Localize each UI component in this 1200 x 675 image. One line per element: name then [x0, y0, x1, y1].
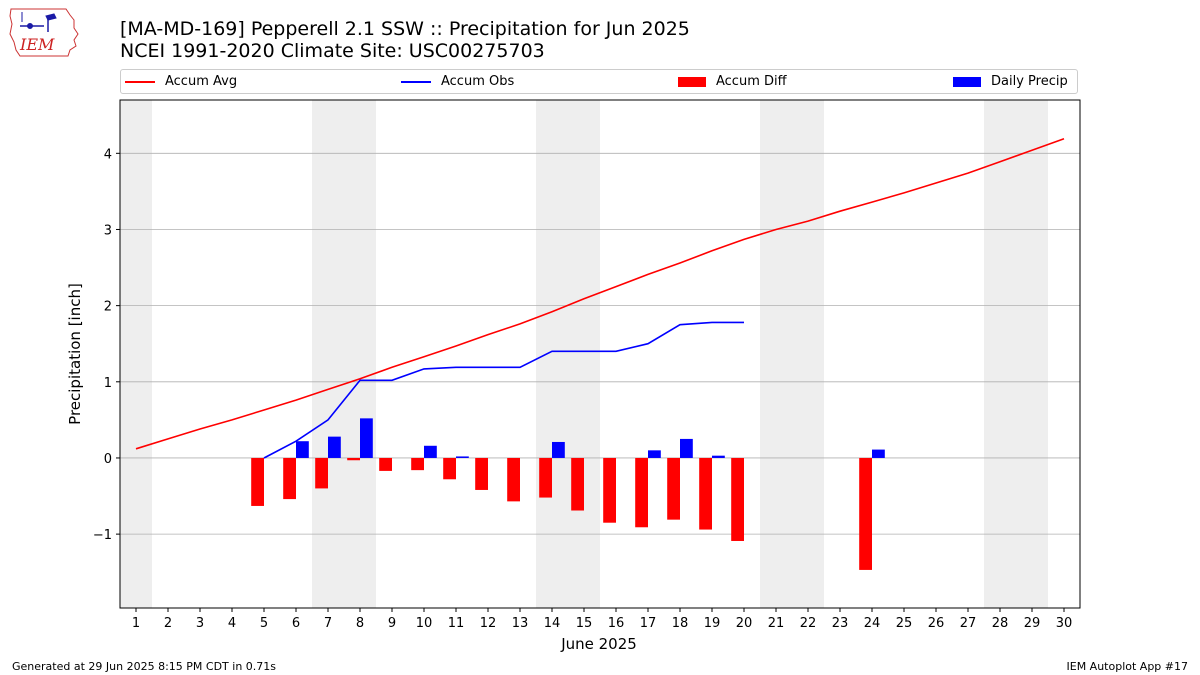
- footer-generated-text: Generated at 29 Jun 2025 8:15 PM CDT in …: [12, 660, 277, 673]
- accum-diff-bar-day-8: [347, 457, 360, 461]
- y-tick-label-3: 2: [104, 300, 112, 315]
- daily-precip-bar-day-19: [712, 455, 725, 458]
- x-tick-label-8: 9: [388, 616, 396, 631]
- x-tick-label-6: 7: [324, 616, 332, 631]
- x-tick-label-23: 24: [864, 616, 881, 631]
- legend-swatch-accum-obs: [401, 80, 431, 83]
- x-tick-label-2: 3: [196, 616, 204, 631]
- x-tick-label-25: 26: [928, 616, 945, 631]
- accum-avg-line: [135, 138, 1065, 450]
- accum-diff-bar-day-7: [315, 457, 328, 489]
- y-tick-label-0: −1: [93, 528, 112, 543]
- accum-diff-bar-day-19: [699, 457, 712, 530]
- y-tick-label-4: 3: [104, 223, 112, 238]
- y-axis-label: Precipitation [inch]: [66, 283, 84, 425]
- x-tick-label-7: 8: [356, 616, 364, 631]
- weekend-band-1: [312, 100, 376, 608]
- x-tick-label-1: 2: [164, 616, 172, 631]
- x-tick-label-27: 28: [992, 616, 1009, 631]
- daily-precip-bar-day-6: [296, 441, 309, 458]
- footer-app-text: IEM Autoplot App #17: [1066, 660, 1189, 673]
- legend-item-accum-diff: Accum Diff: [678, 73, 787, 91]
- x-tick-label-16: 17: [640, 616, 657, 631]
- accum-diff-bar-day-14: [539, 457, 552, 498]
- y-tick-label-1: 0: [104, 452, 112, 467]
- weekend-band-3: [760, 100, 824, 608]
- accum-diff-bar-day-16: [603, 457, 616, 523]
- x-tick-label-24: 25: [896, 616, 913, 631]
- iem-logo: IEM: [9, 8, 79, 57]
- accum-diff-bar-day-6: [283, 457, 296, 500]
- weekend-bands: [120, 100, 1048, 608]
- accum-diff-bar-day-18: [667, 457, 680, 520]
- plot-frame: [119, 99, 1081, 609]
- accum-obs-line: [263, 321, 744, 459]
- x-axis-label: June 2025: [560, 635, 637, 653]
- x-tick-label-12: 13: [512, 616, 529, 631]
- x-tick-label-10: 11: [448, 616, 465, 631]
- x-tick-label-20: 21: [768, 616, 785, 631]
- daily-precip-bar-day-24: [872, 449, 885, 458]
- weekend-band-0: [120, 100, 152, 608]
- x-tick-label-3: 4: [228, 616, 236, 631]
- x-tick-label-28: 29: [1024, 616, 1041, 631]
- legend-label-accum-obs: Accum Obs: [441, 74, 515, 89]
- accum-diff-bar-day-9: [379, 457, 392, 471]
- legend-item-accum-avg: Accum Avg: [125, 73, 237, 91]
- x-tick-label-9: 10: [416, 616, 433, 631]
- x-axis-ticks: 1 2 3 4 5 6 7 8 9 10 11 12 13 14 15 16 17 18 19 20 21 22 23 24 2…: [132, 608, 1072, 631]
- x-tick-label-14: 15: [576, 616, 593, 631]
- accum-diff-bar-day-10: [411, 457, 424, 471]
- y-axis-ticks: −1 0 1 2 3 4: [93, 147, 120, 543]
- x-tick-label-17: 18: [672, 616, 689, 631]
- x-tick-label-29: 30: [1056, 616, 1073, 631]
- series-lines: [135, 138, 1065, 459]
- x-tick-label-18: 19: [704, 616, 721, 631]
- daily-precip-bar-day-8: [360, 418, 373, 458]
- x-tick-label-15: 16: [608, 616, 625, 631]
- x-tick-label-21: 22: [800, 616, 817, 631]
- y-tick-label-5: 4: [104, 147, 112, 162]
- legend-label-accum-diff: Accum Diff: [716, 74, 787, 89]
- accum-diff-bar-day-13: [507, 457, 520, 502]
- daily-precip-bar-day-7: [328, 436, 341, 458]
- legend: Accum Avg Accum Obs Accum Diff Daily Pre…: [120, 69, 1078, 94]
- x-tick-label-11: 12: [480, 616, 497, 631]
- chart-subtitle: NCEI 1991-2020 Climate Site: USC00275703: [120, 40, 545, 62]
- weekend-band-4: [984, 100, 1048, 608]
- accum-diff-bar-day-11: [443, 457, 456, 480]
- accum-diff-bar-day-17: [635, 457, 648, 528]
- x-tick-label-26: 27: [960, 616, 977, 631]
- legend-item-accum-obs: Accum Obs: [401, 73, 514, 91]
- legend-swatch-accum-diff: [678, 76, 706, 87]
- x-tick-label-19: 20: [736, 616, 753, 631]
- x-tick-label-22: 23: [832, 616, 849, 631]
- accum-diff-bar-day-12: [475, 457, 488, 490]
- logo-text: IEM: [19, 35, 55, 54]
- accum-diff-bar-day-15: [571, 457, 584, 511]
- legend-swatch-accum-avg: [125, 80, 155, 83]
- daily-precip-bar-day-18: [680, 438, 693, 458]
- legend-swatch-daily-precip: [953, 76, 981, 87]
- accum-diff-bar-day-20: [731, 457, 744, 541]
- daily-precip-bar-day-17: [648, 450, 661, 458]
- bars: [251, 418, 885, 570]
- daily-precip-bar-day-11: [456, 456, 469, 458]
- legend-item-daily-precip: Daily Precip: [953, 73, 1068, 91]
- legend-label-daily-precip: Daily Precip: [991, 74, 1068, 89]
- legend-label-accum-avg: Accum Avg: [165, 74, 238, 89]
- daily-precip-bar-day-14: [552, 441, 565, 458]
- y-tick-label-2: 1: [104, 376, 112, 391]
- x-tick-label-0: 1: [132, 616, 140, 631]
- x-tick-label-4: 5: [260, 616, 268, 631]
- weather-station-icon: [20, 12, 57, 32]
- chart-title: [MA-MD-169] Pepperell 2.1 SSW :: Precipi…: [120, 18, 690, 40]
- accum-diff-bar-day-24: [859, 457, 872, 570]
- accum-diff-bar-day-5: [251, 457, 264, 506]
- grid-lines: [120, 152, 1080, 535]
- x-tick-label-5: 6: [292, 616, 300, 631]
- daily-precip-bar-day-10: [424, 445, 437, 458]
- x-tick-label-13: 14: [544, 616, 561, 631]
